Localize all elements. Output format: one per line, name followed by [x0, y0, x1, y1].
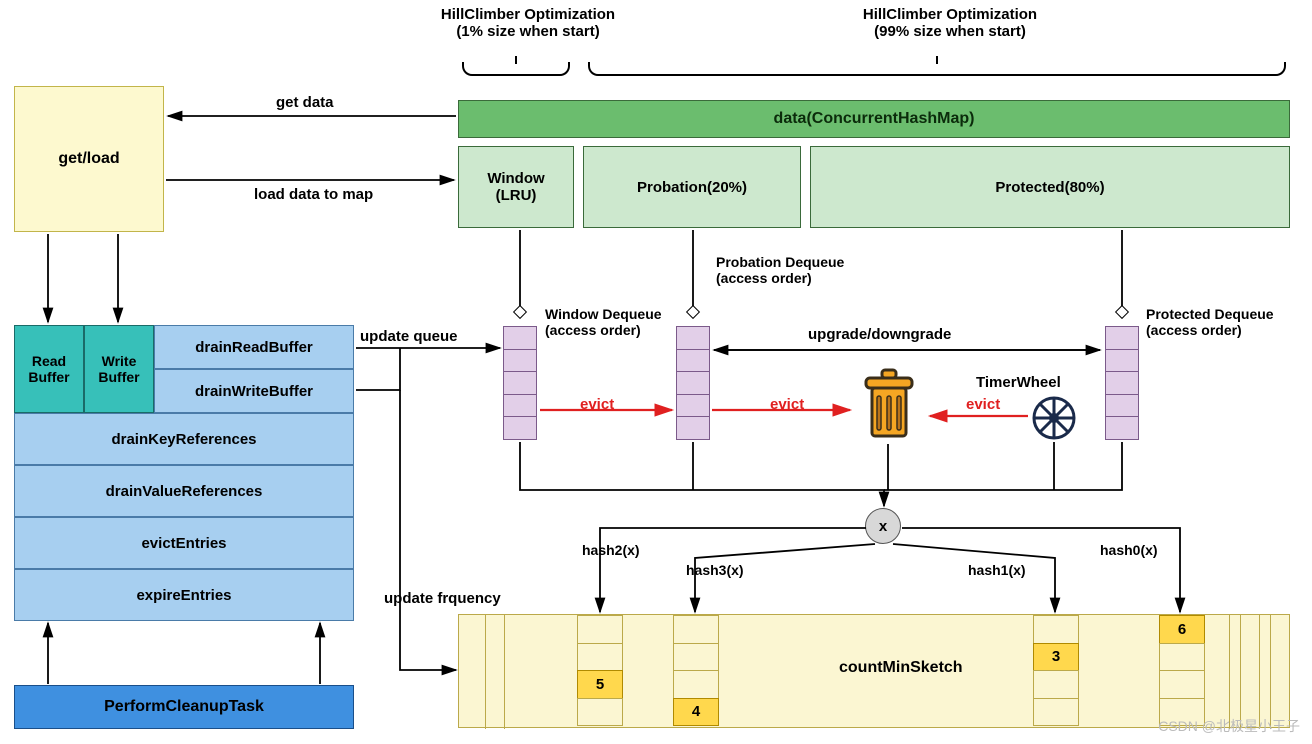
window-dequeue-stack	[503, 326, 537, 440]
read-buffer: Read Buffer	[14, 325, 84, 413]
probation-box: Probation(20%)	[583, 146, 801, 228]
hash0-label: hash0(x)	[1100, 542, 1158, 558]
getload-box: get/load	[14, 86, 164, 232]
upgrade-label: upgrade/downgrade	[808, 326, 951, 343]
perform-cleanup-task: PerformCleanupTask	[14, 685, 354, 729]
hc-left-label: HillClimber Optimization (1% size when s…	[398, 6, 658, 40]
write-buffer: Write Buffer	[84, 325, 154, 413]
hc-right-label: HillClimber Optimization (99% size when …	[760, 6, 1140, 40]
evict-label-1: evict	[580, 396, 614, 413]
window-dequeue-diamond	[513, 305, 527, 319]
task-drainKeyReferences: drainKeyReferences	[14, 413, 354, 465]
hash-node: x	[865, 508, 901, 544]
evict-label-2: evict	[770, 396, 804, 413]
protected-dequeue-label: Protected Dequeue (access order)	[1146, 306, 1274, 338]
task-drainReadBuffer: drainReadBuffer	[154, 325, 354, 369]
task-drainValueReferences: drainValueReferences	[14, 465, 354, 517]
protected-dequeue-stack	[1105, 326, 1139, 440]
probation-dequeue-diamond	[686, 305, 700, 319]
cms-cell-5: 5	[577, 670, 623, 699]
cms-cell-3: 3	[1033, 643, 1079, 672]
cms-cell-4: 4	[673, 698, 719, 727]
evict-label-3: evict	[966, 396, 1000, 413]
update-queue-label: update queue	[360, 328, 458, 345]
timerwheel-icon	[1032, 396, 1076, 440]
protected-dequeue-diamond	[1115, 305, 1129, 319]
trash-icon	[854, 364, 924, 442]
probation-dequeue-label: Probation Dequeue (access order)	[716, 254, 844, 286]
update-freq-label: update frquency	[384, 590, 501, 607]
window-lru-box: Window (LRU)	[458, 146, 574, 228]
hash2-label: hash2(x)	[582, 542, 640, 558]
probation-dequeue-stack	[676, 326, 710, 440]
task-evictEntries: evictEntries	[14, 517, 354, 569]
hash1-label: hash1(x)	[968, 562, 1026, 578]
cms-cell-6: 6	[1159, 615, 1205, 644]
countminsketch-box: countMinSketch 5 4 3 6	[458, 614, 1290, 728]
cms-label: countMinSketch	[839, 659, 963, 677]
data-map-header: data(ConcurrentHashMap)	[458, 100, 1290, 138]
task-drainWriteBuffer: drainWriteBuffer	[154, 369, 354, 413]
brace-left	[462, 62, 570, 76]
task-expireEntries: expireEntries	[14, 569, 354, 621]
protected-box: Protected(80%)	[810, 146, 1290, 228]
get-data-label: get data	[276, 94, 334, 111]
load-data-label: load data to map	[254, 186, 373, 203]
brace-right	[588, 62, 1286, 76]
timerwheel-label: TimerWheel	[976, 374, 1061, 391]
hash3-label: hash3(x)	[686, 562, 744, 578]
window-dequeue-label: Window Dequeue (access order)	[545, 306, 662, 338]
watermark: CSDN @北极星小王子	[1158, 716, 1300, 736]
